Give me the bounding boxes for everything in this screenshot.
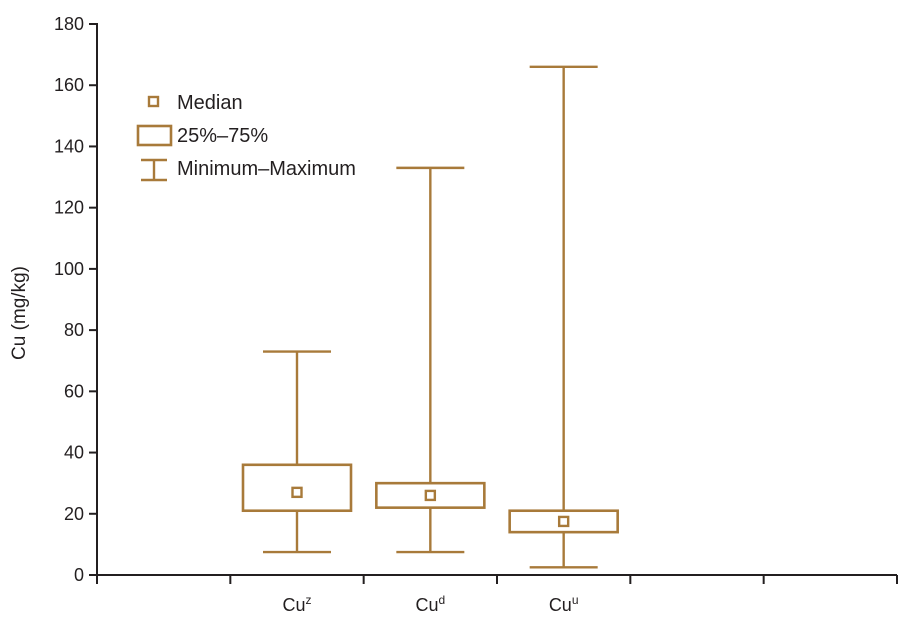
iqr-box [241,463,353,513]
y-tick-label: 0 [74,565,84,585]
y-tick-label: 180 [54,14,84,34]
x-tick-label-superscript: d [438,593,445,607]
y-tick-label: 20 [64,504,84,524]
median-marker [557,515,570,528]
y-tick-label: 100 [54,259,84,279]
x-tick-label-superscript: u [572,593,579,607]
y-tick-label: 140 [54,136,84,156]
legend-median-marker [147,95,160,108]
legend-box-swatch [136,124,173,147]
y-tick-label: 40 [64,443,84,463]
y-axis: 0 20 40 60 80 100 120 140 160 180 [54,14,98,585]
median-marker [291,486,303,499]
box-group: Cud [375,166,486,615]
x-tick-label: Cud [415,593,445,615]
legend-range-label: Minimum–Maximum [177,158,356,180]
legend-box-label: 25%–75% [177,125,268,147]
box-group: Cuz [241,350,353,615]
legend-median-label: Median [177,92,243,114]
legend-range-symbol [141,158,167,182]
x-tick-label: Cuu [549,593,579,615]
iqr-box [375,481,486,509]
y-tick-label: 60 [64,381,84,401]
x-tick-label-superscript: z [306,593,312,607]
y-axis-title: Cu (mg/kg) [9,266,30,360]
y-tick-label: 160 [54,75,84,95]
median-marker [424,489,437,502]
iqr-box [508,509,619,534]
x-axis [96,574,898,584]
legend: Median 25%–75% Minimum–Maximum [136,92,356,182]
y-tick-label: 120 [54,198,84,218]
box-group: Cuu [508,65,619,615]
y-tick-label: 80 [64,320,84,340]
box-series: Cuz Cud Cuu [241,65,619,615]
x-tick-label: Cuz [282,593,311,615]
